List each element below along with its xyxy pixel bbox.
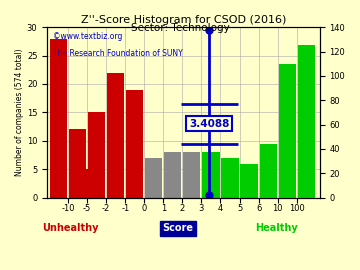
Bar (279, 64, 296, 198)
Bar (85, 169, 87, 198)
Bar (88, 112, 105, 198)
Bar (60, 186, 63, 198)
Bar (107, 73, 124, 198)
Text: The Research Foundation of SUNY: The Research Foundation of SUNY (53, 49, 182, 58)
Title: Z''-Score Histogram for CSOD (2016): Z''-Score Histogram for CSOD (2016) (81, 15, 286, 25)
Bar (98, 181, 101, 198)
Text: Healthy: Healthy (255, 223, 298, 233)
Bar (298, 45, 315, 198)
Bar (240, 164, 258, 198)
Bar (202, 152, 220, 198)
Bar (101, 169, 104, 198)
Y-axis label: Number of companies (574 total): Number of companies (574 total) (15, 49, 24, 176)
Text: Score: Score (162, 223, 193, 233)
Bar (63, 186, 66, 198)
Bar (126, 90, 143, 198)
Text: ©www.textbiz.org: ©www.textbiz.org (53, 32, 122, 41)
Text: Unhealthy: Unhealthy (42, 223, 98, 233)
Bar (221, 158, 239, 198)
Bar (79, 181, 82, 198)
Bar (69, 129, 86, 198)
Bar (164, 152, 181, 198)
Bar (183, 152, 201, 198)
Text: 3.4088: 3.4088 (189, 119, 229, 129)
Text: Sector: Technology: Sector: Technology (131, 23, 229, 33)
Bar (136, 169, 139, 198)
Bar (145, 158, 162, 198)
Bar (82, 175, 85, 198)
Bar (260, 144, 277, 198)
Bar (50, 39, 67, 198)
